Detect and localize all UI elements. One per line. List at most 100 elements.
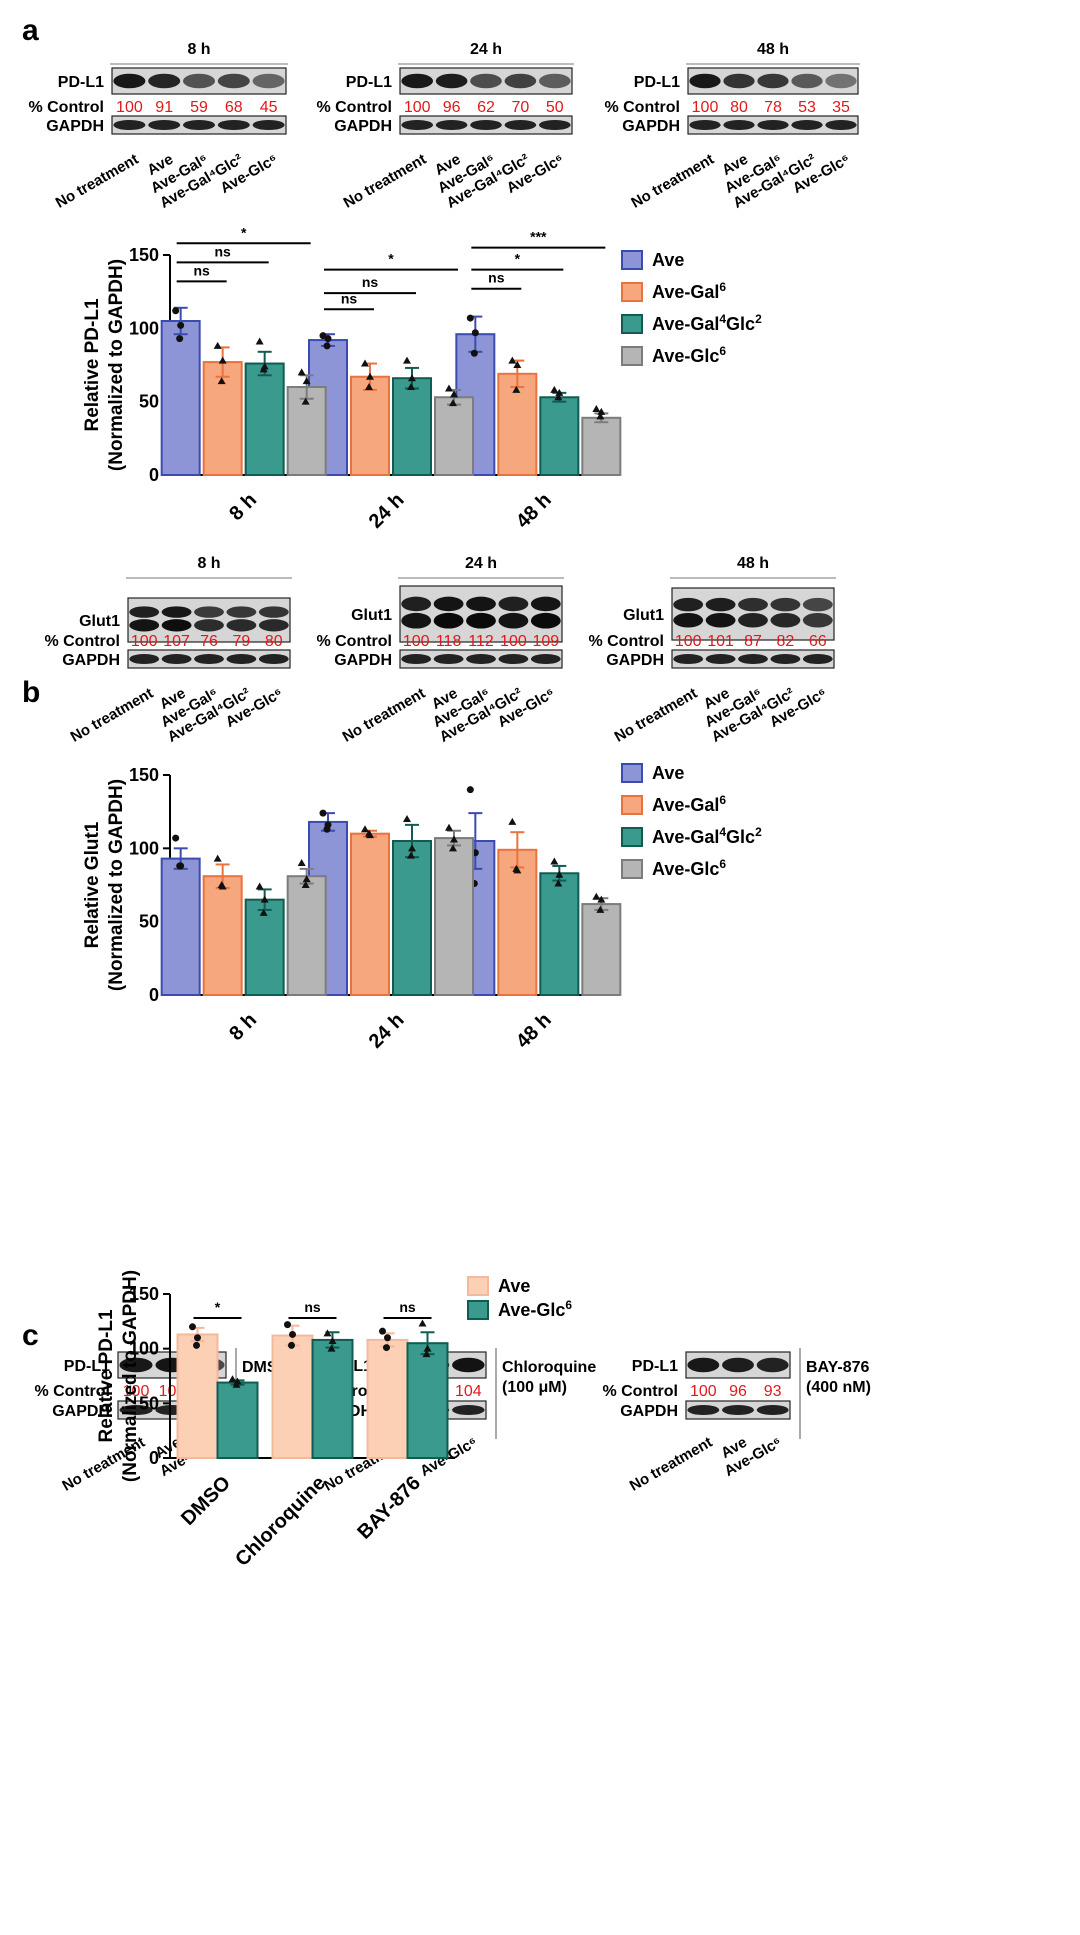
data-point bbox=[194, 1334, 201, 1342]
loading-control-label: GAPDH bbox=[334, 118, 392, 135]
data-point bbox=[189, 1323, 196, 1331]
protein-band bbox=[738, 612, 768, 628]
y-axis-label: (Normalized to GAPDH) bbox=[106, 259, 127, 471]
protein-band bbox=[673, 612, 704, 628]
protein-band bbox=[258, 606, 289, 618]
protein-band bbox=[770, 597, 801, 612]
condition-label: Chloroquine bbox=[502, 1359, 596, 1376]
data-point bbox=[319, 809, 327, 817]
protein-band bbox=[705, 612, 736, 628]
protein-band bbox=[723, 73, 755, 89]
y-axis-label: (Normalized to GAPDH) bbox=[106, 779, 127, 991]
legend-swatch bbox=[467, 1276, 489, 1296]
percent-control-value: 91 bbox=[155, 99, 173, 116]
percent-control-value: 100 bbox=[500, 633, 527, 650]
data-point bbox=[550, 385, 559, 393]
percent-control-value: 100 bbox=[116, 99, 143, 116]
legend-label: Ave-Gal4Glc2 bbox=[652, 312, 762, 334]
protein-band bbox=[401, 612, 432, 629]
x-category-label: BAY-876 bbox=[353, 1472, 425, 1544]
significance-label: ns bbox=[488, 270, 505, 286]
data-point bbox=[327, 1344, 336, 1352]
data-point bbox=[177, 321, 185, 329]
loading-control-label: GAPDH bbox=[334, 652, 392, 669]
protein-band bbox=[258, 653, 289, 665]
protein-band bbox=[226, 619, 257, 632]
protein-band bbox=[161, 619, 192, 632]
data-point bbox=[302, 875, 311, 883]
protein-band bbox=[401, 73, 434, 89]
bar bbox=[350, 375, 390, 477]
protein-band bbox=[498, 612, 529, 629]
legend-swatch bbox=[621, 346, 643, 366]
protein-band bbox=[113, 119, 146, 131]
western-blot-a-2: 48 h PD-L1 % Control 100 80 78 53 35 GAPDH No tre… bbox=[604, 41, 860, 212]
y-tick-label: 0 bbox=[149, 1448, 159, 1468]
bar bbox=[392, 377, 432, 477]
x-category-label: 24 h bbox=[365, 489, 409, 533]
protein-band bbox=[756, 1357, 789, 1373]
protein-band bbox=[791, 119, 823, 131]
x-category-label: 8 h bbox=[225, 489, 261, 525]
protein-band bbox=[148, 119, 181, 131]
data-point bbox=[592, 892, 601, 900]
percent-control-value: 100 bbox=[692, 99, 719, 116]
legend-label: Ave bbox=[498, 1276, 530, 1296]
percent-control-value: 87 bbox=[744, 633, 762, 650]
protein-band bbox=[129, 606, 160, 618]
data-point bbox=[407, 383, 415, 390]
protein-band bbox=[757, 73, 789, 89]
bar bbox=[244, 362, 285, 476]
data-point bbox=[403, 356, 411, 364]
percent-control-value: 104 bbox=[455, 1383, 482, 1400]
protein-band bbox=[687, 1357, 720, 1373]
data-point bbox=[259, 365, 268, 373]
blot-title: 8 h bbox=[197, 555, 220, 572]
data-point bbox=[213, 341, 222, 349]
protein-band bbox=[802, 612, 833, 628]
legend-label: Ave-Glc6 bbox=[498, 1298, 572, 1320]
data-point bbox=[379, 1327, 386, 1335]
data-point bbox=[423, 1344, 432, 1352]
data-point bbox=[384, 1334, 391, 1342]
x-category-label: 48 h bbox=[512, 1009, 556, 1053]
protein-band bbox=[194, 619, 224, 632]
data-point bbox=[301, 397, 310, 405]
protein-band bbox=[182, 73, 216, 89]
protein-band bbox=[119, 1404, 153, 1416]
percent-control-value: 78 bbox=[764, 99, 782, 116]
y-tick-label: 100 bbox=[129, 1339, 159, 1359]
protein-band bbox=[452, 1404, 485, 1416]
protein-band bbox=[182, 119, 216, 131]
protein-label: PD-L1 bbox=[58, 74, 104, 91]
data-point bbox=[471, 329, 479, 337]
y-tick-label: 0 bbox=[149, 985, 159, 1005]
data-point bbox=[596, 905, 605, 913]
data-point bbox=[260, 895, 269, 903]
significance-label: ns bbox=[362, 274, 379, 290]
y-tick-label: 0 bbox=[149, 465, 159, 485]
significance-label: ns bbox=[304, 1299, 321, 1315]
data-point bbox=[328, 1337, 337, 1345]
protein-band bbox=[226, 653, 257, 665]
percent-control-value: 118 bbox=[436, 633, 462, 650]
significance-label: ns bbox=[399, 1299, 416, 1315]
protein-band bbox=[498, 596, 529, 612]
legend-swatch bbox=[621, 250, 643, 270]
x-category-label: DMSO bbox=[177, 1472, 235, 1530]
percent-control-value: 100 bbox=[690, 1383, 717, 1400]
percent-control-label: % Control bbox=[588, 633, 664, 650]
percent-control-label: % Control bbox=[316, 633, 392, 650]
data-point bbox=[508, 817, 517, 825]
y-tick-label: 100 bbox=[129, 318, 159, 338]
data-point bbox=[513, 361, 522, 368]
protein-band bbox=[217, 119, 250, 131]
legend-swatch bbox=[621, 795, 643, 815]
data-point bbox=[596, 412, 605, 420]
y-tick-label: 100 bbox=[129, 838, 159, 858]
protein-label: PD-L1 bbox=[64, 1358, 110, 1375]
legend-swatch bbox=[621, 827, 643, 847]
protein-band bbox=[161, 653, 192, 665]
data-point bbox=[418, 1319, 427, 1327]
